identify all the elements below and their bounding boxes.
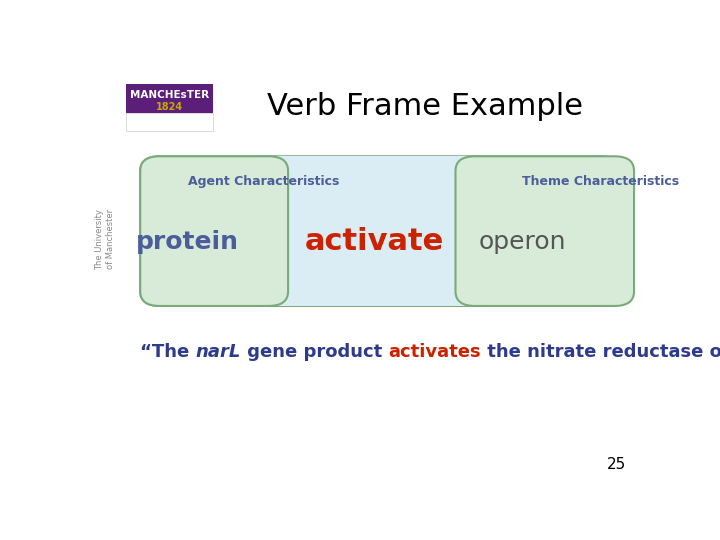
Text: the nitrate reductase operon”: the nitrate reductase operon” [481,343,720,361]
Text: The University
of Manchester: The University of Manchester [95,209,114,270]
FancyBboxPatch shape [140,156,288,306]
Text: Theme Characteristics: Theme Characteristics [523,175,680,188]
Text: activate: activate [305,227,444,256]
Text: narL: narL [196,343,241,361]
Text: operon: operon [479,230,566,253]
Text: “The: “The [140,343,196,361]
Text: activates: activates [389,343,481,361]
Text: Agent Characteristics: Agent Characteristics [188,175,339,188]
FancyBboxPatch shape [126,113,213,131]
Text: gene product: gene product [241,343,389,361]
Text: protein: protein [136,230,239,253]
FancyBboxPatch shape [140,156,620,306]
Text: Verb Frame Example: Verb Frame Example [267,92,582,121]
FancyBboxPatch shape [126,84,213,113]
Text: MANCHEsTER: MANCHEsTER [130,90,209,100]
FancyBboxPatch shape [277,156,467,306]
FancyBboxPatch shape [456,156,634,306]
Text: 1824: 1824 [156,102,183,112]
Text: 25: 25 [606,457,626,472]
